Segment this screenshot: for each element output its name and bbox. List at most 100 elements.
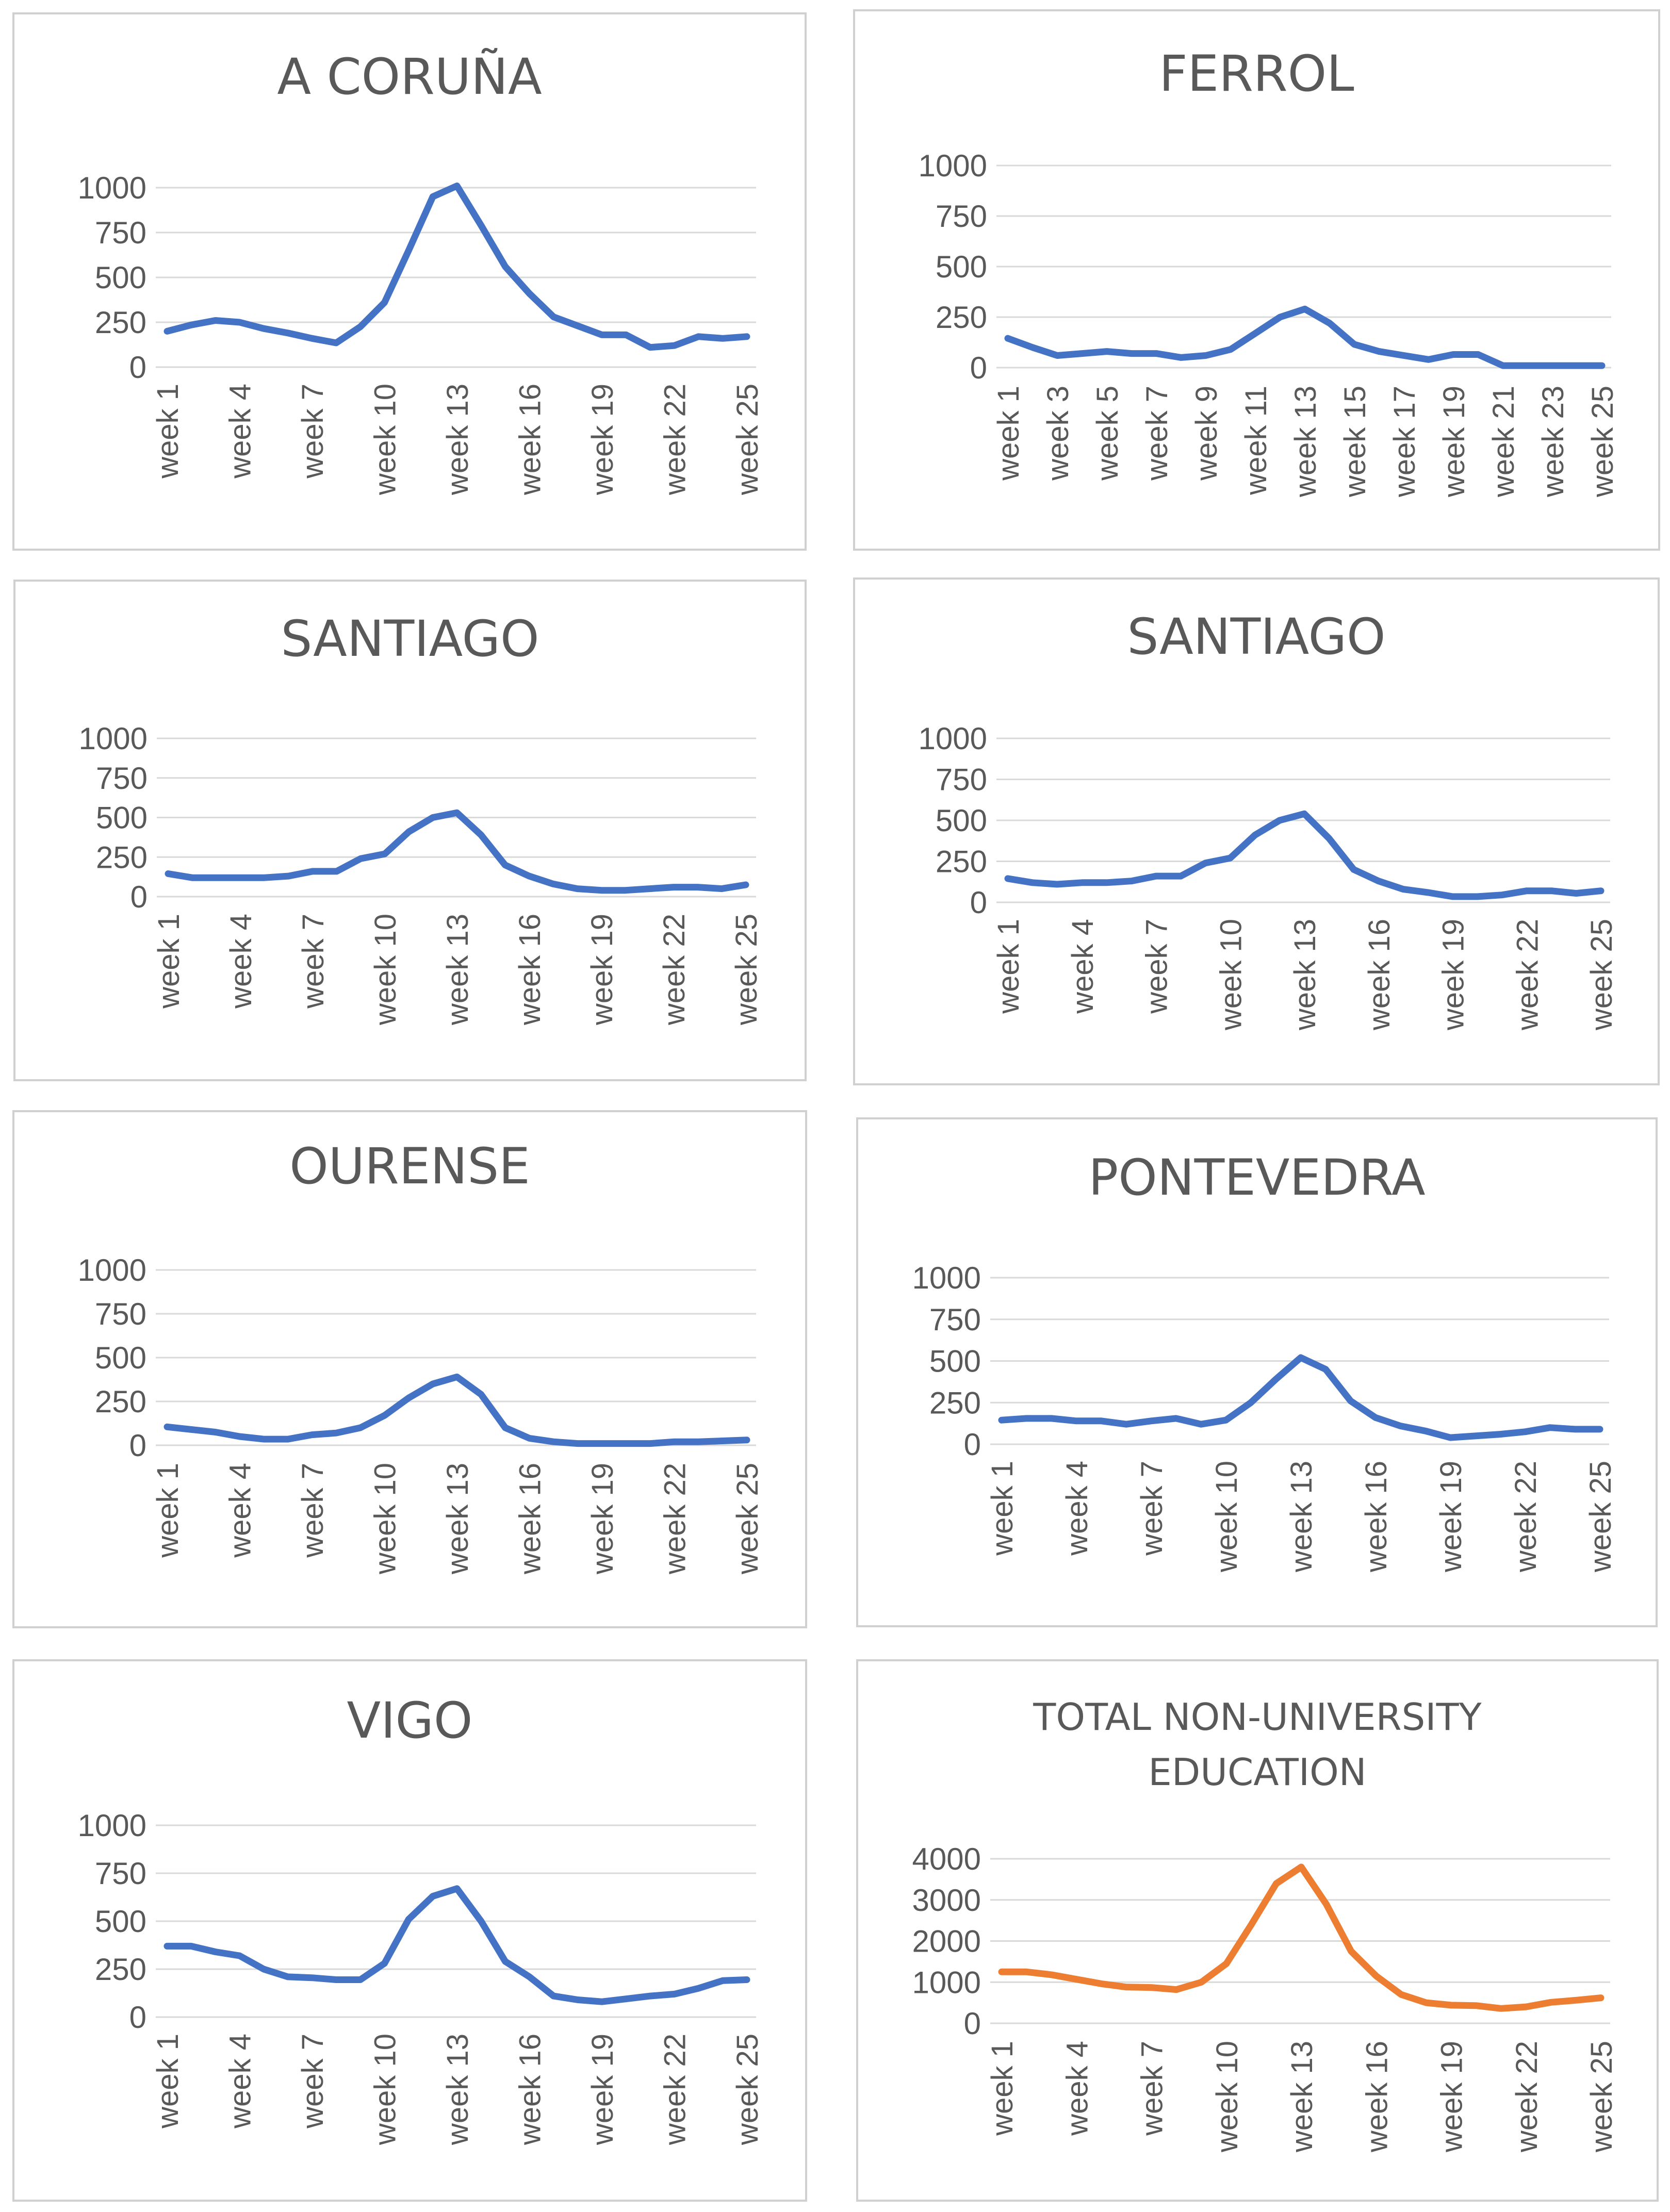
data-point: [601, 1443, 602, 1444]
x-tick-label: week 25: [1584, 1461, 1617, 1573]
data-point: [722, 1441, 723, 1442]
data-point: [1051, 1974, 1052, 1975]
data-point: [408, 1397, 409, 1398]
x-tick-label: week 19: [586, 384, 619, 496]
data-point: [1057, 884, 1058, 885]
data-point: [1001, 1419, 1002, 1421]
x-tick-label: week 4: [1066, 919, 1100, 1014]
chart-frame: [856, 1659, 1659, 2202]
x-tick-label: week 19: [1437, 919, 1470, 1031]
x-tick-label: week 25: [1585, 919, 1618, 1031]
data-point: [1477, 896, 1478, 897]
x-tick-label: week 7: [1140, 919, 1174, 1014]
data-point: [1180, 876, 1181, 877]
chart-ferrol: FERROL 0 250 500 750 1000 week 1 week 3 week 5 we…: [853, 9, 1660, 551]
data-point: [1279, 820, 1280, 821]
x-tick-label: week 16: [1360, 2041, 1394, 2153]
data-point: [1351, 1951, 1352, 1952]
data-point: [1450, 1437, 1451, 1438]
x-tick-label: week 7: [297, 914, 330, 1009]
y-tick-label: 0: [970, 885, 987, 920]
y-tick-label: 500: [95, 1341, 146, 1375]
data-point: [1106, 882, 1107, 883]
data-point: [553, 883, 554, 884]
data-point: [1526, 2006, 1527, 2007]
data-point: [287, 333, 288, 334]
data-point: [432, 1383, 433, 1384]
chart-title: TOTAL NON-UNIVERSITY: [1033, 1695, 1482, 1739]
y-tick-label: 4000: [912, 1842, 981, 1876]
data-point: [288, 876, 289, 877]
x-tick-label: week 13: [441, 914, 474, 1026]
data-point: [1255, 333, 1256, 334]
data-point: [1403, 355, 1404, 356]
data-point: [1106, 351, 1107, 352]
data-point: [698, 336, 699, 337]
data-point: [1026, 1971, 1027, 1972]
data-point: [312, 1434, 313, 1435]
data-point: [1082, 353, 1083, 354]
chart-panel-total: TOTAL NON-UNIVERSITY EDUCATION 0 1000 2000 30…: [856, 1659, 1659, 2202]
data-point: [625, 890, 626, 891]
chart-frame: [12, 1110, 807, 1628]
data-point: [529, 1976, 530, 1977]
data-point: [1500, 1434, 1501, 1435]
x-tick-label: week 23: [1536, 386, 1570, 498]
x-tick-label: week 4: [224, 914, 258, 1009]
data-point: [1201, 1982, 1202, 1983]
y-tick-label: 750: [96, 761, 148, 796]
data-point: [1376, 1975, 1377, 1976]
data-point: [215, 1952, 216, 1953]
y-tick-label: 0: [964, 1427, 981, 1462]
series-line: [998, 1863, 1604, 2012]
x-tick-label: week 4: [224, 1463, 257, 1558]
data-point: [1101, 1421, 1102, 1422]
chart-title: SANTIAGO: [281, 610, 539, 668]
data-point: [1304, 813, 1305, 814]
data-point: [1175, 1418, 1176, 1419]
x-tick-label: week 22: [658, 914, 691, 1026]
data-point: [1601, 365, 1602, 366]
y-tick-label: 0: [970, 351, 987, 385]
data-point: [312, 1977, 313, 1978]
data-point: [456, 1376, 457, 1377]
data-point: [408, 1919, 409, 1920]
chart-title: EDUCATION: [1148, 1751, 1366, 1794]
data-point: [1577, 365, 1578, 366]
x-tick-label: week 19: [1434, 1461, 1468, 1573]
data-point: [626, 334, 627, 335]
data-point: [263, 1969, 264, 1970]
data-point: [1550, 2002, 1551, 2003]
data-point: [168, 873, 169, 874]
data-point: [1354, 344, 1355, 345]
data-point: [1101, 1983, 1102, 1984]
x-tick-label: week 7: [1140, 386, 1174, 481]
x-tick-label: week 10: [369, 914, 402, 1026]
data-point: [1205, 863, 1206, 864]
x-tick-label: week 9: [1190, 386, 1223, 481]
y-tick-label: 250: [95, 305, 146, 340]
series-line: [1004, 810, 1604, 900]
data-point: [529, 293, 530, 294]
x-tick-label: week 1: [151, 384, 185, 479]
chart-title: VIGO: [347, 1692, 473, 1749]
data-point: [481, 1921, 482, 1922]
y-tick-label: 750: [929, 1302, 981, 1337]
y-tick-label: 500: [95, 1904, 146, 1939]
data-point: [1526, 890, 1527, 892]
data-point: [577, 888, 578, 889]
x-tick-label: week 10: [1210, 2041, 1244, 2153]
y-tick-label: 0: [129, 1428, 146, 1463]
chart-title: OURENSE: [289, 1137, 530, 1195]
x-tick-label: week 1: [992, 386, 1025, 481]
data-point: [312, 338, 313, 339]
data-point: [697, 887, 698, 888]
data-point: [673, 887, 674, 888]
data-point: [1250, 1402, 1251, 1403]
data-point: [1007, 878, 1008, 879]
data-point: [456, 1888, 457, 1889]
chart-santiago-right: SANTIAGO 0 250 500 750 1000 week 1 week 4 week 7…: [853, 577, 1660, 1085]
x-tick-label: week 17: [1388, 386, 1421, 498]
data-point: [1549, 1427, 1550, 1428]
x-tick-label: week 1: [992, 919, 1025, 1014]
